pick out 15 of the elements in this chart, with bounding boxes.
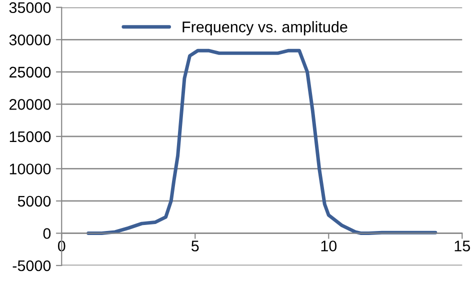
y-tick-label: 20000 (9, 99, 51, 110)
y-tick-label: 15000 (10, 131, 51, 142)
legend-label: Frequency vs. amplitude (182, 21, 348, 36)
y-tick-label: 10000 (10, 164, 51, 174)
y-tick-label: 35000 (9, 2, 51, 14)
x-tick-label: 10 (321, 240, 337, 252)
y-tick-label: 25000 (9, 66, 51, 78)
y-tick-label: 5000 (18, 196, 51, 207)
y-tick-label: 0 (43, 228, 51, 239)
line-series (86, 48, 438, 235)
y-tick-label: 30000 (9, 34, 51, 46)
x-tick-label: 5 (191, 240, 199, 252)
x-tick-label: 15 (454, 240, 470, 252)
x-tick-label: 0 (58, 240, 66, 252)
y-tick-label: -5000 (12, 260, 51, 272)
